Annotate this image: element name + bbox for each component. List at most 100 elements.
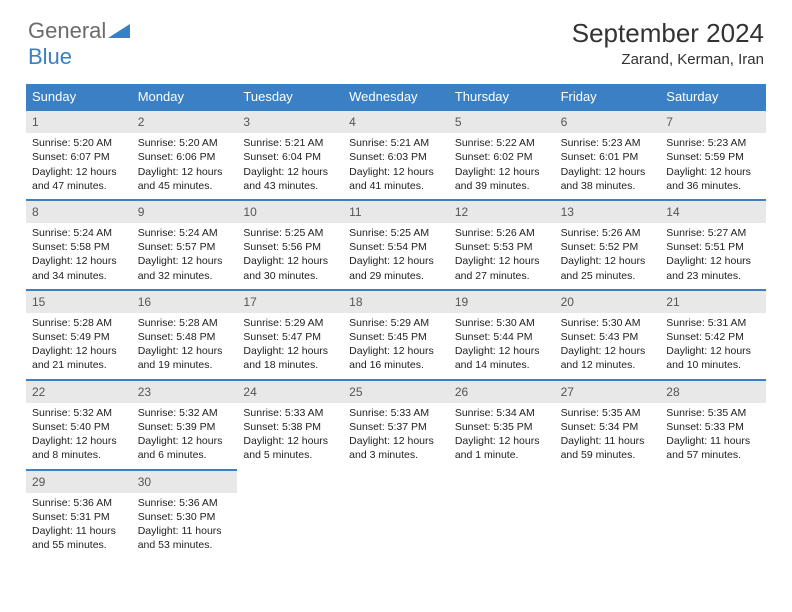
day-cell: 9Sunrise: 5:24 AMSunset: 5:57 PMDaylight… (132, 199, 238, 289)
sunrise-line: Sunrise: 5:28 AM (32, 316, 126, 330)
daylight-line: Daylight: 11 hours and 59 minutes. (561, 434, 655, 462)
weekday-header: Wednesday (343, 84, 449, 109)
day-info: Sunrise: 5:23 AMSunset: 5:59 PMDaylight:… (660, 133, 766, 199)
header: General September 2024 Zarand, Kerman, I… (0, 0, 792, 76)
day-info: Sunrise: 5:29 AMSunset: 5:47 PMDaylight:… (237, 313, 343, 379)
day-number: 28 (660, 381, 766, 403)
weekday-header: Sunday (26, 84, 132, 109)
day-cell: 21Sunrise: 5:31 AMSunset: 5:42 PMDayligh… (660, 289, 766, 379)
day-number: 27 (555, 381, 661, 403)
daylight-line: Daylight: 12 hours and 19 minutes. (138, 344, 232, 372)
day-number: 6 (555, 111, 661, 133)
day-info: Sunrise: 5:32 AMSunset: 5:40 PMDaylight:… (26, 403, 132, 469)
day-number: 5 (449, 111, 555, 133)
day-cell: 25Sunrise: 5:33 AMSunset: 5:37 PMDayligh… (343, 379, 449, 469)
sunset-line: Sunset: 6:04 PM (243, 150, 337, 164)
empty-cell (660, 469, 766, 559)
day-info: Sunrise: 5:20 AMSunset: 6:07 PMDaylight:… (26, 133, 132, 199)
day-number: 21 (660, 291, 766, 313)
day-cell: 24Sunrise: 5:33 AMSunset: 5:38 PMDayligh… (237, 379, 343, 469)
day-cell: 29Sunrise: 5:36 AMSunset: 5:31 PMDayligh… (26, 469, 132, 559)
daylight-line: Daylight: 12 hours and 29 minutes. (349, 254, 443, 282)
sunrise-line: Sunrise: 5:30 AM (561, 316, 655, 330)
day-info: Sunrise: 5:35 AMSunset: 5:33 PMDaylight:… (660, 403, 766, 469)
page-title: September 2024 (572, 18, 764, 49)
sunset-line: Sunset: 5:39 PM (138, 420, 232, 434)
daylight-line: Daylight: 12 hours and 3 minutes. (349, 434, 443, 462)
sunset-line: Sunset: 5:37 PM (349, 420, 443, 434)
sunset-line: Sunset: 5:38 PM (243, 420, 337, 434)
sunset-line: Sunset: 5:44 PM (455, 330, 549, 344)
sunset-line: Sunset: 6:01 PM (561, 150, 655, 164)
sunrise-line: Sunrise: 5:35 AM (561, 406, 655, 420)
day-cell: 18Sunrise: 5:29 AMSunset: 5:45 PMDayligh… (343, 289, 449, 379)
day-info: Sunrise: 5:23 AMSunset: 6:01 PMDaylight:… (555, 133, 661, 199)
day-info: Sunrise: 5:28 AMSunset: 5:49 PMDaylight:… (26, 313, 132, 379)
daylight-line: Daylight: 12 hours and 10 minutes. (666, 344, 760, 372)
day-number: 22 (26, 381, 132, 403)
daylight-line: Daylight: 12 hours and 18 minutes. (243, 344, 337, 372)
day-number: 23 (132, 381, 238, 403)
day-cell: 13Sunrise: 5:26 AMSunset: 5:52 PMDayligh… (555, 199, 661, 289)
day-cell: 12Sunrise: 5:26 AMSunset: 5:53 PMDayligh… (449, 199, 555, 289)
day-cell: 26Sunrise: 5:34 AMSunset: 5:35 PMDayligh… (449, 379, 555, 469)
sunrise-line: Sunrise: 5:27 AM (666, 226, 760, 240)
day-info: Sunrise: 5:26 AMSunset: 5:52 PMDaylight:… (555, 223, 661, 289)
day-cell: 7Sunrise: 5:23 AMSunset: 5:59 PMDaylight… (660, 109, 766, 199)
daylight-line: Daylight: 11 hours and 57 minutes. (666, 434, 760, 462)
sunrise-line: Sunrise: 5:36 AM (32, 496, 126, 510)
daylight-line: Daylight: 12 hours and 47 minutes. (32, 165, 126, 193)
daylight-line: Daylight: 12 hours and 34 minutes. (32, 254, 126, 282)
daylight-line: Daylight: 12 hours and 16 minutes. (349, 344, 443, 372)
sunset-line: Sunset: 5:45 PM (349, 330, 443, 344)
daylight-line: Daylight: 12 hours and 39 minutes. (455, 165, 549, 193)
daylight-line: Daylight: 11 hours and 53 minutes. (138, 524, 232, 552)
sunrise-line: Sunrise: 5:24 AM (32, 226, 126, 240)
daylight-line: Daylight: 12 hours and 32 minutes. (138, 254, 232, 282)
sunrise-line: Sunrise: 5:33 AM (349, 406, 443, 420)
sunset-line: Sunset: 5:59 PM (666, 150, 760, 164)
day-info: Sunrise: 5:31 AMSunset: 5:42 PMDaylight:… (660, 313, 766, 379)
day-info: Sunrise: 5:29 AMSunset: 5:45 PMDaylight:… (343, 313, 449, 379)
day-cell: 6Sunrise: 5:23 AMSunset: 6:01 PMDaylight… (555, 109, 661, 199)
logo-text-1: General (28, 18, 106, 44)
sunset-line: Sunset: 5:35 PM (455, 420, 549, 434)
day-cell: 3Sunrise: 5:21 AMSunset: 6:04 PMDaylight… (237, 109, 343, 199)
sunset-line: Sunset: 5:58 PM (32, 240, 126, 254)
sunrise-line: Sunrise: 5:20 AM (32, 136, 126, 150)
weekday-header: Monday (132, 84, 238, 109)
sunrise-line: Sunrise: 5:21 AM (349, 136, 443, 150)
sunrise-line: Sunrise: 5:29 AM (349, 316, 443, 330)
day-cell: 15Sunrise: 5:28 AMSunset: 5:49 PMDayligh… (26, 289, 132, 379)
sunset-line: Sunset: 5:40 PM (32, 420, 126, 434)
day-cell: 20Sunrise: 5:30 AMSunset: 5:43 PMDayligh… (555, 289, 661, 379)
day-number: 1 (26, 111, 132, 133)
day-cell: 2Sunrise: 5:20 AMSunset: 6:06 PMDaylight… (132, 109, 238, 199)
daylight-line: Daylight: 12 hours and 21 minutes. (32, 344, 126, 372)
daylight-line: Daylight: 12 hours and 25 minutes. (561, 254, 655, 282)
day-info: Sunrise: 5:25 AMSunset: 5:56 PMDaylight:… (237, 223, 343, 289)
sunrise-line: Sunrise: 5:22 AM (455, 136, 549, 150)
day-number: 30 (132, 471, 238, 493)
day-cell: 27Sunrise: 5:35 AMSunset: 5:34 PMDayligh… (555, 379, 661, 469)
day-info: Sunrise: 5:33 AMSunset: 5:38 PMDaylight:… (237, 403, 343, 469)
daylight-line: Daylight: 12 hours and 6 minutes. (138, 434, 232, 462)
sunset-line: Sunset: 5:47 PM (243, 330, 337, 344)
sunrise-line: Sunrise: 5:30 AM (455, 316, 549, 330)
day-number: 17 (237, 291, 343, 313)
day-number: 14 (660, 201, 766, 223)
day-number: 2 (132, 111, 238, 133)
sunrise-line: Sunrise: 5:35 AM (666, 406, 760, 420)
day-info: Sunrise: 5:36 AMSunset: 5:31 PMDaylight:… (26, 493, 132, 559)
sunset-line: Sunset: 5:42 PM (666, 330, 760, 344)
location-subtitle: Zarand, Kerman, Iran (572, 51, 764, 68)
weekday-header: Tuesday (237, 84, 343, 109)
empty-cell (237, 469, 343, 559)
sunset-line: Sunset: 5:43 PM (561, 330, 655, 344)
day-number: 9 (132, 201, 238, 223)
weekday-header: Friday (555, 84, 661, 109)
sunset-line: Sunset: 5:49 PM (32, 330, 126, 344)
sunrise-line: Sunrise: 5:26 AM (561, 226, 655, 240)
day-cell: 10Sunrise: 5:25 AMSunset: 5:56 PMDayligh… (237, 199, 343, 289)
daylight-line: Daylight: 12 hours and 14 minutes. (455, 344, 549, 372)
